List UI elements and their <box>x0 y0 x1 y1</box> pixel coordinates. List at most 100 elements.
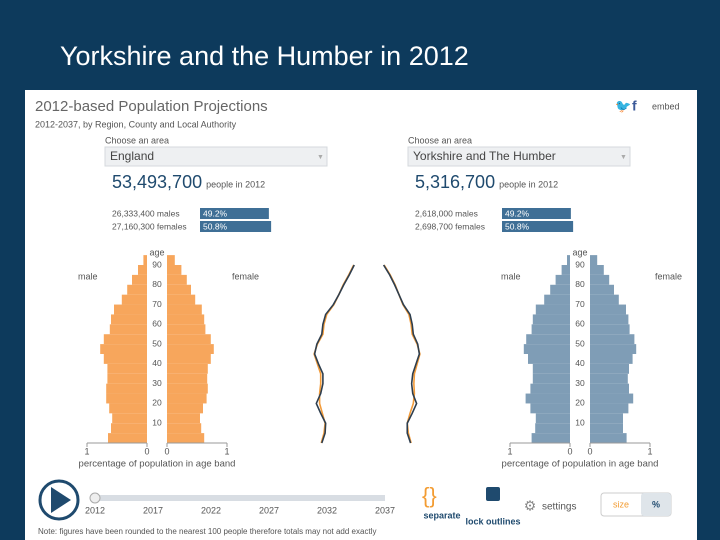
separate-button[interactable]: separate <box>423 510 460 520</box>
y-tick-label: 50 <box>152 338 162 348</box>
settings-button[interactable]: settings <box>542 502 576 513</box>
pyramid-bar <box>112 413 147 424</box>
y-tick-label: 70 <box>152 299 162 309</box>
y-tick-label: 60 <box>152 319 162 329</box>
area-dropdown[interactable] <box>104 146 328 167</box>
x-tick-label: 0 <box>567 446 572 456</box>
pyramid-bar <box>590 403 629 414</box>
play-icon <box>51 487 71 513</box>
percent-button[interactable]: % <box>652 499 660 509</box>
area-dropdown[interactable] <box>407 146 631 167</box>
pyramid-bar <box>114 304 147 315</box>
pyramid-bar <box>590 344 637 354</box>
area-total: 5,316,700 <box>415 172 495 192</box>
area-name[interactable]: England <box>110 149 154 163</box>
pyramid-bar <box>590 334 635 345</box>
x-tick-label: 1 <box>84 446 89 456</box>
pyramid-bar <box>167 373 208 384</box>
y-tick-label: 30 <box>575 378 585 388</box>
slide-title: Yorkshire and the Humber in 2012 <box>60 41 469 71</box>
pyramid-bar <box>167 354 211 364</box>
mode-selected <box>641 493 671 516</box>
pyramid-bar <box>107 373 147 384</box>
twitter-icon[interactable]: 🐦 <box>615 98 631 113</box>
share-bar <box>200 221 272 232</box>
pyramid-bar <box>167 334 211 345</box>
pyramid-bar <box>167 344 214 354</box>
x-tick-label: 0 <box>164 446 169 456</box>
y-tick-label: 70 <box>575 299 585 309</box>
pyramid-bar <box>167 304 202 315</box>
area-females: 2,698,700 females <box>415 221 485 231</box>
y-tick-label: 20 <box>152 398 162 408</box>
pyramid-bar <box>590 413 623 424</box>
area-males: 2,618,000 males <box>415 208 478 218</box>
timeline-year[interactable]: 2022 <box>201 505 221 515</box>
timeline-year[interactable]: 2037 <box>375 505 395 515</box>
legend-male: male <box>501 271 521 281</box>
pyramid-bar <box>121 294 147 305</box>
separate-icon[interactable]: {} <box>422 483 437 508</box>
pyramid-bar <box>111 423 147 434</box>
timeline-year[interactable]: 2012 <box>85 505 105 515</box>
pyramid-bar <box>590 304 626 315</box>
pyramid-bar <box>107 363 147 374</box>
timeline-year[interactable]: 2017 <box>143 505 163 515</box>
dropdown-arrow: ▼ <box>620 154 627 161</box>
pyramid-bar <box>143 255 147 265</box>
pyramid-bar <box>167 314 205 325</box>
pyramid-bar <box>167 383 208 394</box>
embed-link[interactable]: embed <box>652 101 680 111</box>
pyramid-bar <box>590 265 604 275</box>
legend-male: male <box>78 271 98 281</box>
y-tick-label: 30 <box>152 378 162 388</box>
share-bar <box>200 208 269 219</box>
area-name[interactable]: Yorkshire and The Humber <box>413 149 556 163</box>
x-tick-label: 0 <box>144 446 149 456</box>
pyramid-bar <box>138 265 147 275</box>
x-tick-label: 1 <box>224 446 229 456</box>
pyramid-bar <box>530 383 570 394</box>
y-tick-label: 40 <box>575 358 585 368</box>
pyramid-bar <box>532 373 570 384</box>
timeline-year[interactable]: 2027 <box>259 505 279 515</box>
pyramid-bar <box>590 423 623 434</box>
y-tick-label: 60 <box>575 319 585 329</box>
pyramid-bar <box>106 393 147 404</box>
y-axis-label: age <box>149 247 164 257</box>
pyramid-bar <box>167 433 205 443</box>
pyramid-bar <box>544 294 570 305</box>
timeline-year[interactable]: 2032 <box>317 505 337 515</box>
pyramid-bar <box>106 383 147 394</box>
pyramid-bar <box>167 393 207 404</box>
pyramid-bar <box>532 363 570 374</box>
pyramid-bar <box>167 324 206 335</box>
pyramid-bar <box>167 265 182 275</box>
pyramid-bar <box>167 274 187 285</box>
pyramid-bar <box>590 363 629 374</box>
pyramid-bar <box>103 334 147 345</box>
area-total-note: people in 2012 <box>499 179 558 189</box>
area-total-note: people in 2012 <box>206 179 265 189</box>
timeline-track[interactable] <box>95 495 385 501</box>
y-tick-label: 40 <box>152 358 162 368</box>
pyramid-bar <box>590 393 634 404</box>
size-button[interactable]: size <box>613 499 629 509</box>
y-tick-label: 80 <box>575 279 585 289</box>
facebook-icon[interactable]: f <box>632 98 637 114</box>
pyramid-bar <box>590 373 628 384</box>
pyramid-bar <box>561 265 570 275</box>
app-title: 2012-based Population Projections <box>35 98 268 115</box>
y-axis-label: age <box>572 247 587 257</box>
pyramid-bar <box>590 274 610 285</box>
legend-female: female <box>655 271 682 281</box>
x-axis-label: percentage of population in age band <box>79 459 236 470</box>
lock-button[interactable]: lock outlines <box>465 516 520 526</box>
pyramid-bar <box>167 363 208 374</box>
pyramid-bar <box>535 413 570 424</box>
pyramid-bar <box>100 344 147 354</box>
comparison-outline <box>382 264 421 444</box>
legend-female: female <box>232 271 259 281</box>
timeline-handle[interactable] <box>89 492 101 504</box>
